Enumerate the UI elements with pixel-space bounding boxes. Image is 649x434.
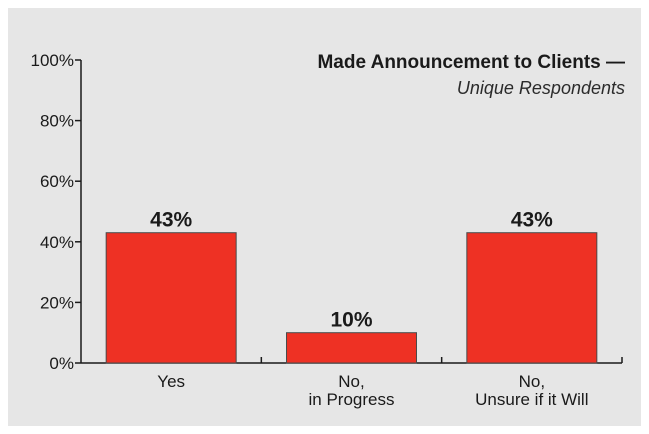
data-label: 10% — [330, 309, 372, 332]
bar — [286, 332, 417, 364]
y-tick-label: 20% — [40, 293, 74, 312]
x-tick-label: No, in Progress — [309, 372, 395, 409]
y-tick-label: 40% — [40, 233, 74, 252]
data-label: 43% — [150, 209, 192, 232]
y-tick-label: 80% — [40, 112, 74, 131]
chart-subtitle: Unique Respondents — [457, 78, 625, 98]
y-tick-label: 60% — [40, 172, 74, 191]
chart-title: Made Announcement to Clients — — [317, 52, 625, 73]
x-tick-label: Yes — [157, 372, 185, 391]
y-tick-label: 100% — [31, 51, 74, 70]
y-tick-label: 0% — [49, 354, 74, 373]
bars-group — [105, 232, 598, 364]
x-tick-label: No, Unsure if it Will — [475, 372, 588, 409]
bar — [466, 232, 598, 364]
labels-group: 43% Yes 10% No, in Progress 43% No, Unsure if i… — [150, 209, 588, 409]
data-label: 43% — [511, 209, 553, 232]
bar — [105, 232, 237, 364]
